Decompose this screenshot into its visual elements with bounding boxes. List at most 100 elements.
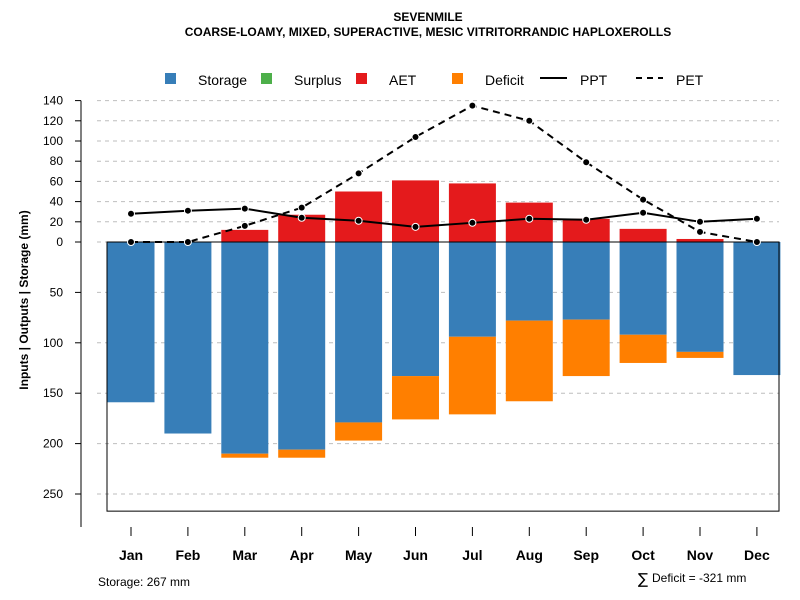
point-pet-apr (297, 203, 306, 212)
legend-label-storage: Storage (198, 72, 247, 88)
x-tick-label-aug: Aug (516, 547, 543, 563)
point-pet-jun (411, 132, 420, 141)
point-pet-jul (468, 101, 477, 110)
x-tick-label-jun: Jun (403, 547, 428, 563)
bar-deficit-jun (392, 376, 439, 420)
legend-label-surplus: Surplus (294, 72, 341, 88)
bar-storage-mar (221, 242, 269, 454)
legend-label-pet: PET (676, 72, 704, 88)
bar-deficit-may (335, 422, 383, 441)
y-tick-label-upper: 120 (43, 114, 63, 128)
x-tick-label-sep: Sep (573, 547, 599, 563)
plot-frame (106, 241, 780, 512)
y-tick-label-lower: 50 (50, 285, 64, 299)
bar-storage-jul (448, 242, 496, 337)
bar-aet-nov (676, 238, 724, 242)
line-ppt (130, 207, 757, 228)
point-pet-sep (582, 158, 591, 167)
bar-deficit-jul (448, 336, 496, 415)
chart-subtitle: COARSE-LOAMY, MIXED, SUPERACTIVE, MESIC … (185, 25, 671, 39)
legend-label-aet: AET (389, 72, 417, 88)
x-tick-label-nov: Nov (687, 547, 714, 563)
y-tick-label-upper: 140 (43, 94, 63, 108)
bars (107, 180, 781, 458)
point-ppt-jan (127, 209, 135, 218)
point-ppt-jun (411, 222, 420, 231)
y-tick-label-upper: 80 (50, 154, 64, 168)
point-pet-aug (525, 116, 534, 125)
point-ppt-may (354, 216, 363, 225)
x-tick-label-jan: Jan (119, 547, 143, 563)
chart-title: SEVENMILE (393, 10, 462, 24)
bar-deficit-sep (562, 319, 610, 377)
deficit-sum-symbol: ∑ (638, 570, 648, 588)
point-pet-dec (752, 238, 761, 246)
y-tick-label-upper: 60 (50, 174, 64, 188)
point-ppt-oct (639, 208, 648, 217)
deficit-total: Deficit = -321 mm (652, 571, 746, 585)
bar-storage-feb (164, 242, 212, 434)
bar-deficit-nov (676, 351, 724, 358)
bar-deficit-mar (221, 453, 269, 458)
x-tick-label-may: May (345, 547, 372, 563)
bar-storage-dec (733, 242, 781, 376)
point-pet-mar (240, 221, 249, 230)
bar-storage-jan (107, 242, 155, 403)
x-tick-label-apr: Apr (290, 547, 315, 563)
point-pet-oct (639, 195, 648, 204)
bar-deficit-oct (619, 334, 667, 363)
legend: Storage Surplus AET Deficit PPT PET (165, 72, 704, 88)
bar-storage-nov (676, 242, 724, 352)
point-ppt-apr (297, 213, 306, 222)
legend-label-deficit: Deficit (485, 72, 524, 88)
bar-storage-apr (278, 242, 326, 450)
bar-aet-jun (392, 180, 439, 242)
point-ppt-dec (752, 214, 761, 223)
bar-storage-may (335, 242, 383, 423)
x-tick-label-jul: Jul (462, 547, 482, 563)
y-tick-label-upper: 20 (50, 215, 64, 229)
series-lines (127, 101, 761, 246)
legend-label-ppt: PPT (580, 72, 608, 88)
y-axis-label: Inputs | Outputs | Storage (mm) (17, 210, 31, 389)
bar-aet-sep (562, 218, 610, 242)
y-tick-label-upper: 0 (56, 235, 63, 249)
bar-storage-oct (619, 242, 667, 335)
point-ppt-mar (240, 204, 249, 213)
bar-deficit-aug (505, 320, 553, 402)
bar-aet-mar (221, 229, 269, 242)
point-pet-feb (183, 238, 192, 246)
x-tick-label-oct: Oct (631, 547, 655, 563)
bar-aet-may (335, 191, 383, 242)
point-pet-nov (696, 227, 704, 236)
bar-storage-aug (505, 242, 553, 321)
y-tick-label-lower: 200 (43, 437, 63, 451)
bar-aet-oct (619, 228, 667, 242)
point-ppt-jul (468, 218, 477, 227)
point-pet-jan (127, 238, 135, 246)
x-tick-label-mar: Mar (232, 547, 257, 563)
legend-swatch-storage (165, 73, 176, 84)
bar-storage-jun (392, 242, 439, 377)
bar-deficit-apr (278, 449, 326, 458)
y-tick-label-lower: 100 (43, 336, 63, 350)
axes: 0 20 40 60 80 100 120 140 50 100 150 200 250 Jan Feb Ma… (43, 94, 770, 563)
point-ppt-feb (183, 206, 192, 215)
y-tick-label-upper: 40 (50, 195, 64, 209)
x-tick-label-dec: Dec (744, 547, 770, 563)
point-ppt-aug (525, 214, 534, 223)
bar-aet-jul (448, 183, 496, 242)
legend-swatch-deficit (452, 73, 463, 84)
x-tick-label-feb: Feb (175, 547, 200, 563)
y-tick-label-lower: 150 (43, 386, 63, 400)
point-ppt-nov (696, 217, 704, 226)
bar-storage-sep (562, 242, 610, 320)
point-ppt-sep (582, 215, 591, 224)
y-tick-label-upper: 100 (43, 134, 63, 148)
y-tick-label-lower: 250 (43, 487, 63, 501)
storage-total: Storage: 267 mm (98, 575, 190, 589)
legend-swatch-surplus (261, 73, 272, 84)
legend-swatch-aet (356, 73, 367, 84)
point-pet-may (354, 169, 363, 178)
